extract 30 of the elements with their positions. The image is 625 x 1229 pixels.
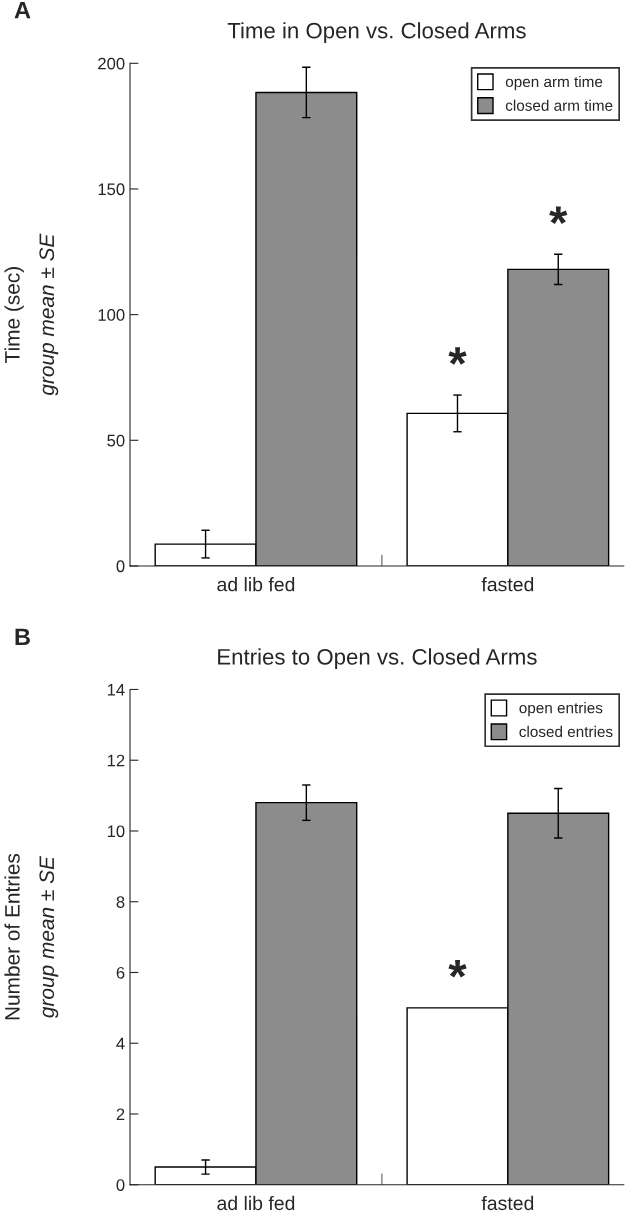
y-tick-label: 150 bbox=[98, 183, 125, 196]
text: Time (sec) group mean ± SE bbox=[4, 233, 59, 396]
y-tick-label: 2 bbox=[116, 1108, 125, 1121]
y-tick-label: 50 bbox=[107, 434, 125, 447]
y-tick-label: 8 bbox=[116, 896, 125, 908]
text: Number of Entries group mean ± SE bbox=[4, 853, 59, 1020]
chart-title: Entries to Open vs. Closed Arms bbox=[218, 648, 537, 670]
x-tick-label: ad lib fed bbox=[217, 1195, 295, 1211]
legend-label: open arm time bbox=[505, 75, 603, 91]
x-tick-label: fasted bbox=[481, 1195, 534, 1211]
y-tick-label: 14 bbox=[107, 684, 125, 696]
y-tick-label: 12 bbox=[107, 754, 125, 767]
chart-title: Time in Open vs. Closed Arms bbox=[227, 22, 526, 43]
x-tick-label: fasted bbox=[481, 577, 534, 592]
y-tick-label: 6 bbox=[116, 966, 125, 979]
data-label: * bbox=[448, 347, 467, 365]
legend-label: closed arm time bbox=[505, 99, 613, 111]
legend-label: closed entries bbox=[519, 725, 613, 738]
text: A bbox=[14, 1, 31, 19]
x-tick-label: ad lib fed bbox=[217, 577, 295, 592]
y-tick-label: 100 bbox=[98, 309, 125, 321]
y-tick-label: 4 bbox=[116, 1037, 125, 1050]
data-label: * bbox=[448, 960, 467, 978]
text: B bbox=[15, 628, 30, 645]
y-tick-label: 0 bbox=[116, 560, 125, 573]
data-label: * bbox=[549, 206, 568, 225]
legend-label: open entries bbox=[519, 702, 603, 717]
y-tick-label: 200 bbox=[98, 57, 125, 70]
y-tick-label: 10 bbox=[107, 825, 125, 838]
y-tick-label: 0 bbox=[116, 1179, 125, 1191]
